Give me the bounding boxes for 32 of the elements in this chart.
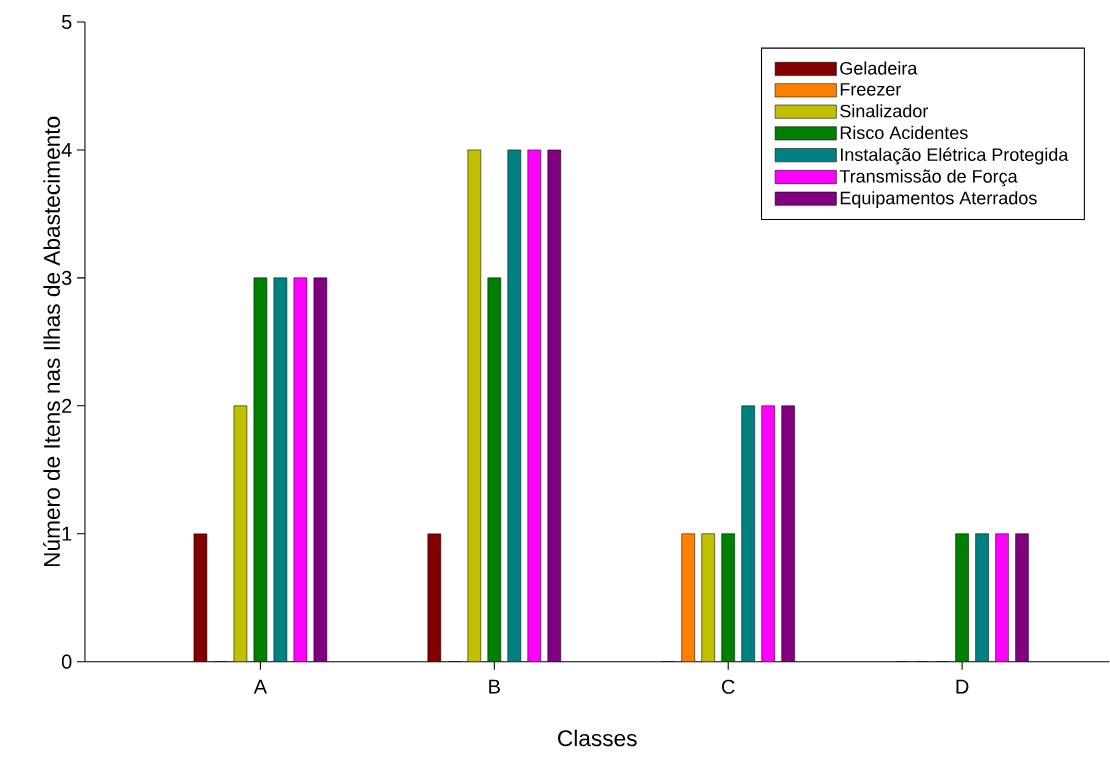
bar bbox=[507, 149, 522, 662]
bar bbox=[427, 533, 442, 662]
bar bbox=[741, 405, 755, 662]
bar bbox=[995, 533, 1009, 662]
y-tick-label: 2 bbox=[62, 399, 72, 413]
y-tick-label: 4 bbox=[61, 143, 72, 157]
bar bbox=[547, 149, 562, 662]
bar bbox=[527, 149, 542, 662]
bar bbox=[1015, 533, 1029, 662]
bar bbox=[681, 533, 695, 662]
x-tick-label: C bbox=[722, 679, 735, 695]
y-tick-label: 5 bbox=[61, 15, 72, 30]
bar bbox=[701, 533, 715, 662]
bar bbox=[761, 405, 775, 662]
x-tick-label: A bbox=[253, 679, 268, 694]
y-tick-label: 1 bbox=[62, 527, 72, 541]
bar bbox=[781, 405, 795, 662]
legend-label: Instalação Elétrica Protegida bbox=[840, 147, 1069, 165]
bar bbox=[467, 149, 482, 662]
legend-label: Equipamentos Aterrados bbox=[840, 191, 1037, 209]
x-tick-label: D bbox=[956, 679, 969, 694]
bar bbox=[975, 533, 989, 662]
legend-label: Freezer bbox=[840, 83, 902, 96]
y-tick-label: 3 bbox=[61, 270, 72, 286]
y-tick-label: 0 bbox=[61, 654, 72, 669]
y-axis-title: Número de Itens nas Ilhas de Abastecimento bbox=[43, 117, 60, 567]
x-axis-title: Classes bbox=[558, 729, 637, 747]
legend-label: Geladeira bbox=[840, 61, 918, 75]
legend-label: Risco Acidentes bbox=[840, 126, 968, 140]
legend-label: Sinalizador bbox=[840, 104, 929, 118]
legend-label: Transmissão de Força bbox=[839, 169, 1018, 187]
x-tick-label: B bbox=[489, 679, 500, 694]
